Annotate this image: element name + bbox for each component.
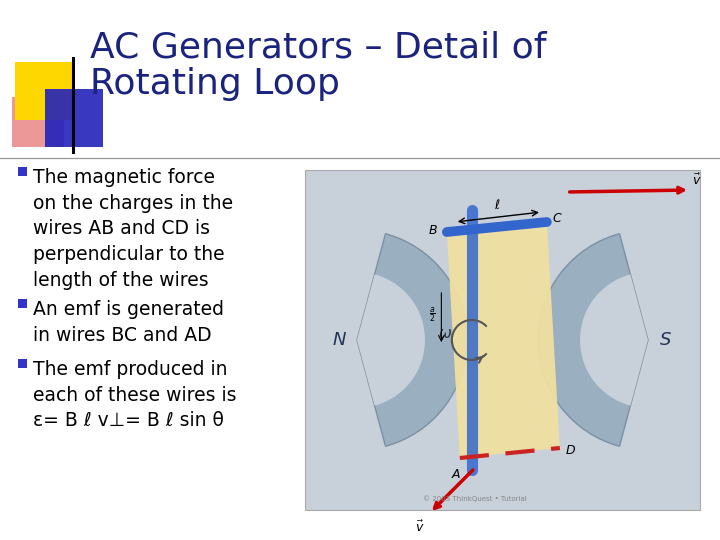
Text: AC Generators – Detail of: AC Generators – Detail of: [90, 30, 546, 64]
Text: $\vec{v}$: $\vec{v}$: [692, 173, 701, 188]
Text: A: A: [451, 468, 460, 481]
Wedge shape: [357, 274, 425, 406]
Bar: [15, 62, 73, 120]
Text: N: N: [332, 331, 346, 349]
Text: S: S: [660, 331, 672, 349]
Text: $\vec{v}$: $\vec{v}$: [415, 520, 425, 535]
Wedge shape: [580, 274, 648, 406]
Text: The magnetic force
on the charges in the
wires AB and CD is
perpendicular to the: The magnetic force on the charges in the…: [33, 168, 233, 290]
Text: $\ell$: $\ell$: [494, 198, 500, 212]
Polygon shape: [447, 222, 560, 458]
Wedge shape: [538, 234, 648, 446]
Bar: [18, 167, 27, 176]
Bar: [12, 97, 64, 147]
Text: Rotating Loop: Rotating Loop: [90, 67, 340, 101]
Text: $\omega$: $\omega$: [438, 326, 452, 341]
Text: B: B: [428, 224, 437, 237]
Bar: [18, 299, 27, 308]
Text: The emf produced in
each of these wires is
ε= B ℓ v⊥= B ℓ sin θ: The emf produced in each of these wires …: [33, 360, 236, 430]
Text: $\frac{a}{2}$: $\frac{a}{2}$: [429, 306, 436, 325]
Text: C: C: [553, 212, 562, 225]
Bar: [305, 170, 700, 510]
Bar: [18, 359, 27, 368]
Text: D: D: [566, 443, 575, 456]
Bar: [45, 89, 103, 147]
Wedge shape: [357, 234, 467, 446]
Text: An emf is generated
in wires BC and AD: An emf is generated in wires BC and AD: [33, 300, 224, 345]
Text: © 2003 ThinkQuest • Tutorial: © 2003 ThinkQuest • Tutorial: [423, 495, 527, 502]
